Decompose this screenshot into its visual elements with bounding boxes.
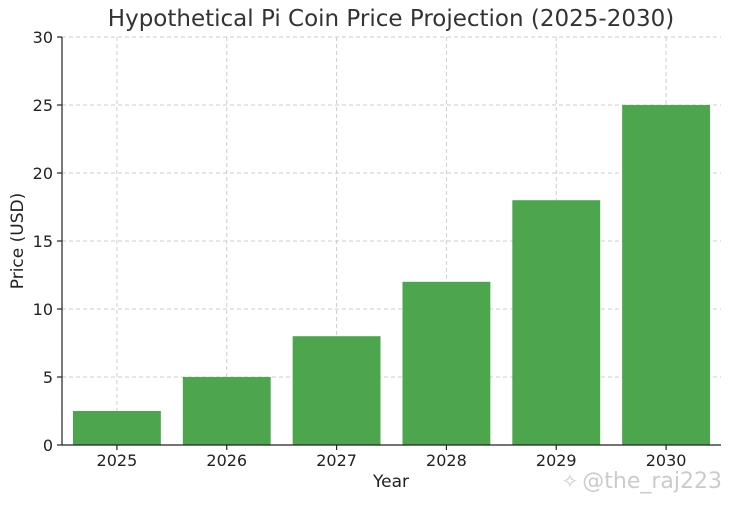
y-axis-title: Price (USD) <box>8 193 28 289</box>
y-tick-label: 20 <box>33 164 53 183</box>
bar-2027 <box>292 336 381 445</box>
x-tick-label: 2028 <box>426 451 467 470</box>
watermark: ✧ @the_raj223 <box>562 469 723 494</box>
bar-2029 <box>512 200 601 445</box>
y-tick-label: 0 <box>43 436 53 455</box>
bar-2026 <box>182 377 271 445</box>
x-tick-label: 2030 <box>646 451 687 470</box>
chart-title: Hypothetical Pi Coin Price Projection (2… <box>108 6 674 32</box>
y-tick-label: 10 <box>33 300 53 319</box>
bar-2030 <box>622 105 711 445</box>
y-tick-label: 25 <box>33 96 53 115</box>
bar-2025 <box>72 411 161 445</box>
watermark-text: @the_raj223 <box>582 469 722 494</box>
y-tick-label: 5 <box>43 368 53 387</box>
y-tick-label: 30 <box>33 28 53 47</box>
x-tick-label: 2029 <box>536 451 577 470</box>
x-tick-label: 2025 <box>97 451 138 470</box>
x-axis-title: Year <box>372 472 409 492</box>
sparkle-icon: ✧ <box>561 469 579 493</box>
axes <box>57 36 721 450</box>
bar-2028 <box>402 281 491 445</box>
bars <box>72 105 711 445</box>
x-tick-label: 2026 <box>206 451 247 470</box>
x-tick-label: 2027 <box>316 451 357 470</box>
y-tick-label: 15 <box>33 232 53 251</box>
